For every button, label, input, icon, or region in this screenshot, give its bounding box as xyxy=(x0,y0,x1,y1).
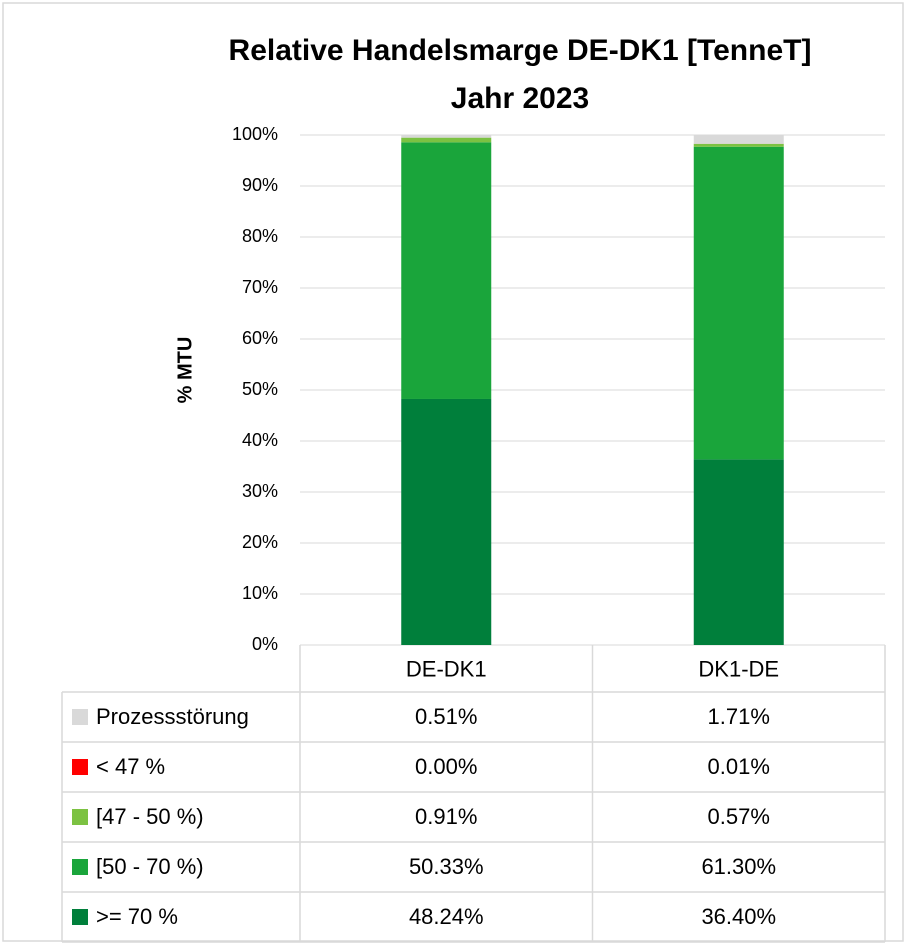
bar-segment xyxy=(693,143,784,147)
y-tick-label: 10% xyxy=(242,583,278,603)
y-tick-label: 50% xyxy=(242,379,278,399)
legend-swatch xyxy=(72,709,88,725)
legend-swatch xyxy=(72,909,88,925)
y-tick-label: 0% xyxy=(252,634,278,654)
legend-swatch xyxy=(72,809,88,825)
legend-label: [47 - 50 %) xyxy=(96,804,204,829)
legend-label: < 47 % xyxy=(96,754,165,779)
data-label: 0.01% xyxy=(708,754,770,779)
y-tick-label: 20% xyxy=(242,532,278,552)
y-tick-label: 70% xyxy=(242,277,278,297)
bar-segment xyxy=(693,146,784,460)
y-axis-label: % MTU xyxy=(174,337,196,404)
y-tick-label: 80% xyxy=(242,226,278,246)
bar-segment xyxy=(401,142,492,399)
y-tick-label: 100% xyxy=(232,124,278,144)
y-tick-label: 60% xyxy=(242,328,278,348)
data-label: 0.91% xyxy=(415,804,477,829)
legend-swatch xyxy=(72,859,88,875)
data-label: 0.00% xyxy=(415,754,477,779)
chart-title: Relative Handelsmarge DE-DK1 [TenneT] xyxy=(229,34,812,67)
data-label: 36.40% xyxy=(701,904,776,929)
bar-segment xyxy=(401,137,492,143)
y-tick-label: 40% xyxy=(242,430,278,450)
legend-swatch xyxy=(72,759,88,775)
data-label: 48.24% xyxy=(409,904,484,929)
bar-segment xyxy=(693,135,784,144)
legend-label: [50 - 70 %) xyxy=(96,854,204,879)
bar-segment xyxy=(693,459,784,645)
data-label: 0.57% xyxy=(708,804,770,829)
bar-segment xyxy=(401,398,492,645)
data-label: 61.30% xyxy=(701,854,776,879)
x-tick-label: DK1-DE xyxy=(698,656,779,681)
y-tick-label: 90% xyxy=(242,175,278,195)
legend-label: Prozessstörung xyxy=(96,704,249,729)
data-label: 50.33% xyxy=(409,854,484,879)
data-label: 1.71% xyxy=(708,704,770,729)
legend-label: >= 70 % xyxy=(96,904,178,929)
x-tick-label: DE-DK1 xyxy=(406,656,487,681)
y-tick-label: 30% xyxy=(242,481,278,501)
chart-title: Jahr 2023 xyxy=(451,82,589,115)
data-label: 0.51% xyxy=(415,704,477,729)
bar-segment xyxy=(401,135,492,138)
